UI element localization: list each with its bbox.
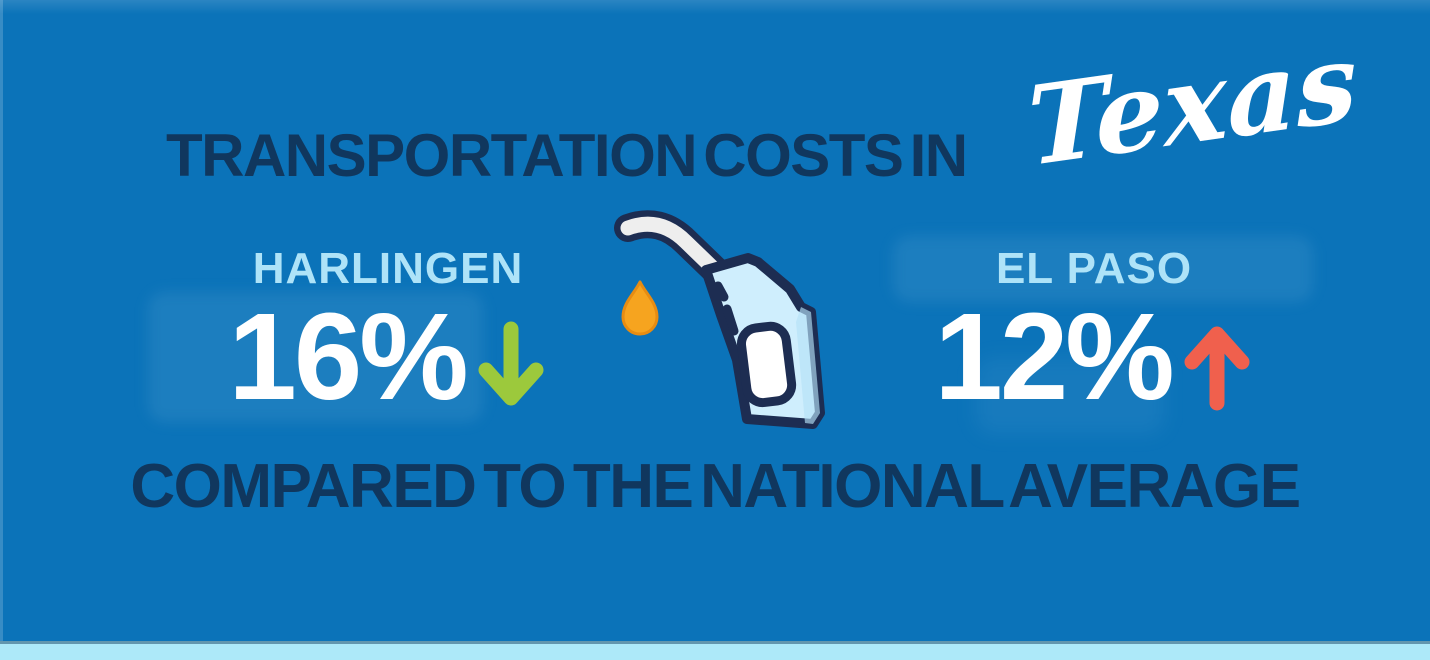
fuel-nozzle-icon [614,210,825,429]
fuel-drop-icon [621,280,659,336]
stat-value-elpaso: 12% [934,289,1174,426]
highlight-blob-elpaso [893,236,1313,302]
city-label-elpaso: EL PASO [995,244,1193,293]
city-label-harlingen: HARLINGEN [252,244,524,293]
up-arrow-icon [1184,326,1250,410]
highlight-blob-elpaso-value [975,358,1165,434]
bottom-strip [0,641,1430,660]
down-arrow-icon [478,321,544,405]
texas-script-wordmark: Texas [1025,18,1359,192]
stat-value-harlingen: 16% [228,289,468,426]
stat-elpaso: 12% [864,296,1324,419]
top-edge-highlight [0,0,1430,14]
page-title: TRANSPORTATION COSTS IN [166,122,968,189]
stat-harlingen: 16% [158,296,618,419]
highlight-blob-harlingen [148,292,483,422]
subtitle: COMPARED TO THE NATIONAL AVERAGE [130,452,1301,521]
left-edge-highlight [0,0,3,660]
